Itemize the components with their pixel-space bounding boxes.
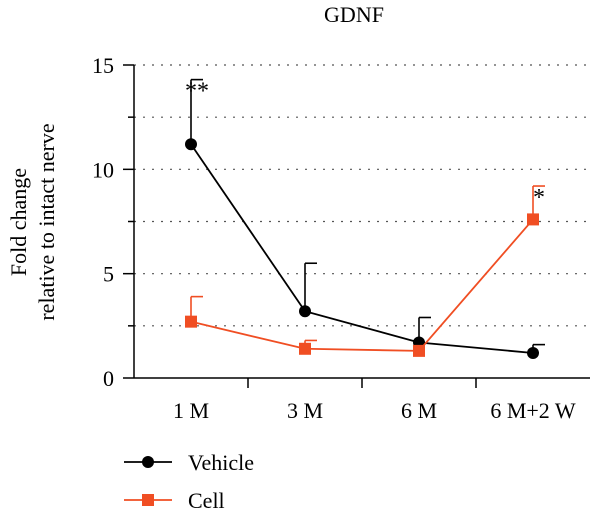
y-axis-label-line-1: Fold change <box>6 168 31 276</box>
series-layer: *** <box>185 79 545 359</box>
data-point <box>527 346 539 359</box>
series-line <box>190 218 534 352</box>
y-tick-label: 15 <box>92 53 114 78</box>
y-axis-label-line-2: relative to intact nerve <box>34 123 59 320</box>
y-tick-label: 0 <box>103 366 114 391</box>
series-line <box>190 143 534 354</box>
data-point <box>299 342 311 355</box>
y-tick-label: 10 <box>92 157 114 182</box>
data-point <box>527 213 539 226</box>
legend-marker <box>142 456 154 468</box>
significance-label: * <box>533 185 545 211</box>
x-tick-label: 3 M <box>287 398 323 423</box>
data-point <box>185 315 197 328</box>
significance-label: ** <box>185 79 209 105</box>
data-point <box>185 138 197 151</box>
legend-label: Cell <box>188 488 225 513</box>
series-cell: * <box>185 185 545 357</box>
series-vehicle: ** <box>185 79 545 359</box>
legend: Vehicle Cell <box>124 450 254 513</box>
x-tick-label: 1 M <box>173 398 209 423</box>
chart-title: GDNF <box>324 2 384 27</box>
legend-marker <box>142 494 154 506</box>
y-tick-label: 5 <box>103 262 114 287</box>
legend-item: Vehicle <box>124 450 254 475</box>
x-tick-label: 6 M <box>401 398 437 423</box>
data-point <box>413 344 425 357</box>
legend-label: Vehicle <box>188 450 254 475</box>
data-point <box>299 305 311 318</box>
legend-item: Cell <box>124 488 225 513</box>
x-tick-label: 6 M+2 W <box>490 398 576 423</box>
axes: 0 5 10 15 1 M 3 M 6 M 6 M+2 W <box>92 53 590 423</box>
grid <box>134 64 590 327</box>
